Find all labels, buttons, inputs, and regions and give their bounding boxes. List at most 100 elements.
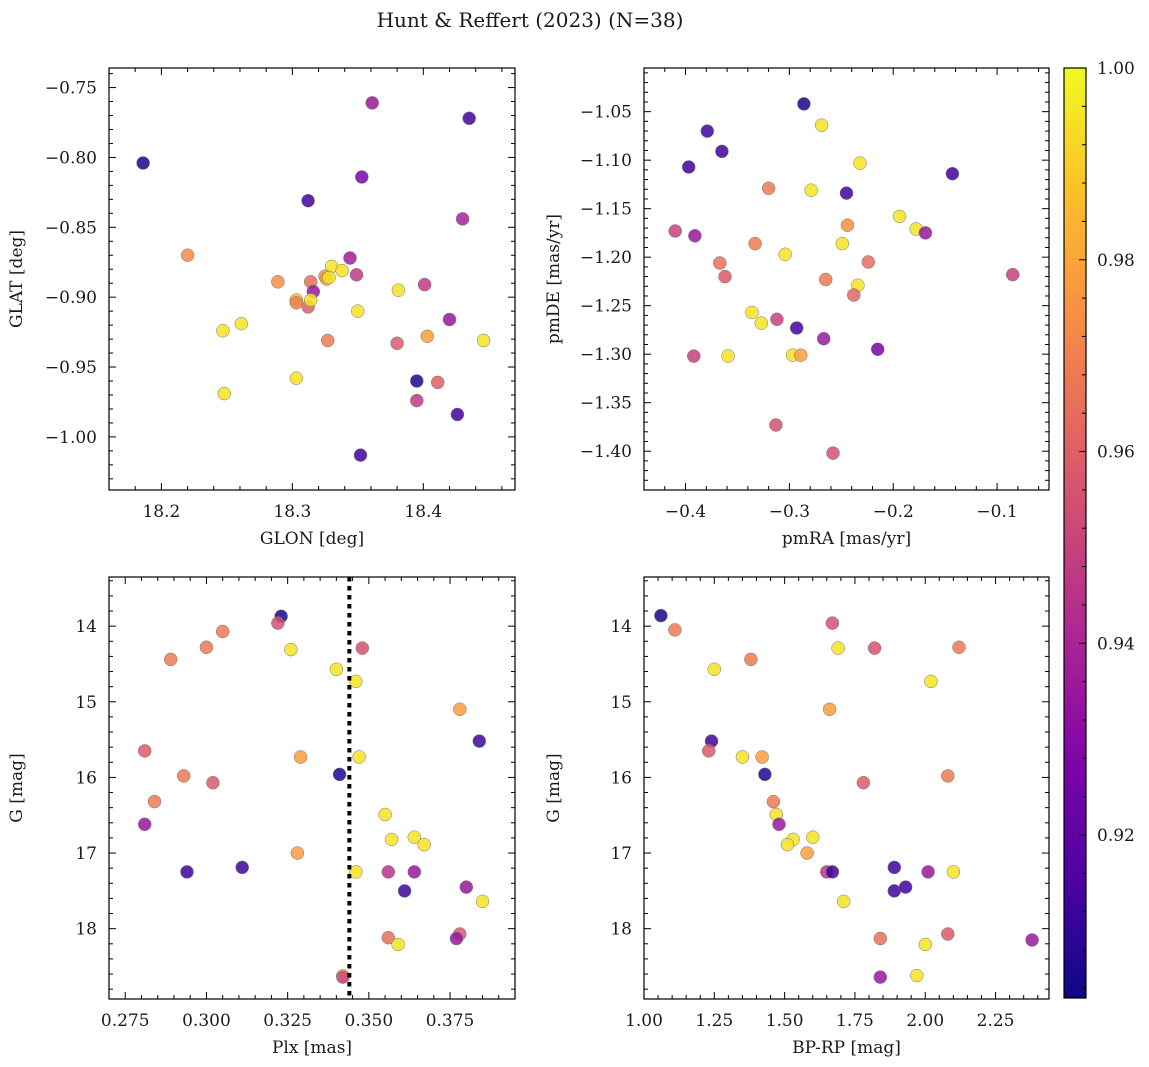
panel-plx-g: 0.275 0.300 0.325 0.350 0.375 14 15 16 17 18 Plx […	[7, 576, 516, 1058]
x-tick-label: 0.375	[426, 1011, 475, 1031]
x-tick-label: 1.50	[766, 1011, 804, 1031]
data-point	[755, 750, 769, 764]
x-tick-label: 18.4	[404, 502, 442, 522]
data-point	[290, 846, 305, 860]
data-point	[391, 937, 405, 952]
y-tick-label: 14	[610, 617, 632, 637]
data-point	[332, 767, 347, 782]
data-point	[355, 170, 369, 184]
x-tick-label: 0.350	[345, 1011, 394, 1031]
x-tick-label: 2.00	[906, 1011, 944, 1031]
data-point	[887, 884, 902, 898]
data-point	[873, 970, 888, 984]
y-axis-label: pmDE [mas/yr]	[544, 214, 564, 344]
data-point	[772, 817, 786, 832]
y-axis-label: G [mag]	[7, 753, 27, 822]
y-tick-label: 15	[75, 693, 97, 713]
y-tick-label: 16	[610, 768, 632, 788]
y-tick-label: 14	[75, 617, 97, 637]
data-point	[758, 767, 772, 782]
x-axis-label: pmRA [mas/yr]	[782, 529, 911, 549]
data-point	[831, 641, 845, 655]
panel-glon-glat: 18.2 18.3 18.4 −0.75 −0.80 −0.85 −0.90 −0.95 −1.…	[7, 67, 516, 549]
data-point	[839, 186, 854, 200]
y-tick-label: 18	[75, 920, 97, 940]
colorbar-tick-label: 0.94	[1097, 634, 1135, 654]
data-point	[381, 930, 396, 945]
data-point	[840, 218, 855, 232]
y-tick-label: −1.00	[45, 428, 97, 448]
data-point	[856, 775, 871, 790]
data-point	[687, 349, 701, 363]
data-point	[688, 229, 702, 243]
axes-frame	[108, 67, 516, 491]
axes-frame	[643, 576, 1050, 1000]
x-tick-label: 1.25	[695, 1011, 733, 1031]
y-tick-label: 15	[610, 693, 632, 713]
x-axis-label: BP-RP [mag]	[792, 1038, 901, 1058]
x-axis-label: GLON [deg]	[260, 529, 364, 549]
data-point	[1025, 933, 1039, 947]
y-tick-label: 17	[75, 844, 97, 864]
data-point	[449, 931, 464, 946]
data-point	[234, 316, 249, 331]
data-point	[744, 652, 758, 667]
y-tick-label: −0.85	[45, 218, 97, 238]
data-point	[410, 374, 424, 388]
x-tick-label: 1.00	[625, 1011, 663, 1031]
data-point	[924, 674, 938, 689]
panel-pmra-pmde: −0.4 −0.3 −0.2 −0.1 −1.05 −1.10 −1.15 −1.20 −1.2…	[544, 67, 1050, 549]
data-point	[476, 333, 491, 348]
x-tick-label: 0.325	[263, 1011, 312, 1031]
data-point	[748, 236, 762, 251]
points	[654, 608, 1039, 984]
y-tick-label: −0.90	[45, 288, 97, 308]
data-point	[700, 124, 715, 138]
data-point	[289, 371, 304, 385]
colorbar-tick-label: 0.98	[1097, 251, 1135, 271]
data-point	[770, 312, 784, 327]
data-point	[381, 865, 396, 879]
data-point	[199, 640, 214, 655]
data-point	[867, 641, 882, 655]
data-point	[215, 624, 230, 639]
x-tick-label: 2.25	[977, 1011, 1015, 1031]
data-point	[789, 321, 804, 335]
y-tick-label: 16	[75, 768, 97, 788]
data-point	[206, 775, 220, 790]
data-point	[378, 807, 392, 822]
data-point	[1005, 267, 1020, 282]
y-tick-label: −0.95	[45, 358, 97, 378]
data-point	[289, 296, 304, 310]
data-point	[780, 837, 795, 852]
data-point	[329, 662, 344, 677]
y-tick-label: −1.40	[580, 442, 632, 462]
data-point	[343, 251, 357, 265]
data-point	[430, 375, 445, 390]
x-tick-label: 18.3	[273, 502, 311, 522]
data-point	[442, 312, 457, 327]
data-point	[137, 744, 152, 758]
data-point	[475, 894, 490, 909]
data-point	[735, 750, 750, 764]
data-point	[176, 769, 191, 783]
data-point	[861, 255, 876, 269]
data-point	[271, 616, 285, 630]
x-tick-label: 1.75	[836, 1011, 874, 1031]
data-point	[769, 418, 783, 432]
data-point	[847, 288, 861, 302]
points	[137, 609, 490, 984]
data-point	[818, 272, 833, 287]
data-point	[137, 817, 152, 832]
data-point	[701, 744, 716, 758]
y-tick-label: −0.75	[45, 79, 97, 99]
y-tick-label: −1.10	[580, 151, 632, 171]
x-tick-label: 0.275	[101, 1011, 150, 1031]
colorbar-tick-label: 0.96	[1097, 443, 1135, 463]
data-point	[459, 880, 474, 894]
data-point	[390, 336, 404, 351]
data-point	[873, 931, 888, 946]
colorbar-frame	[1063, 67, 1087, 999]
data-point	[825, 616, 840, 630]
axes-frame	[108, 576, 516, 1000]
